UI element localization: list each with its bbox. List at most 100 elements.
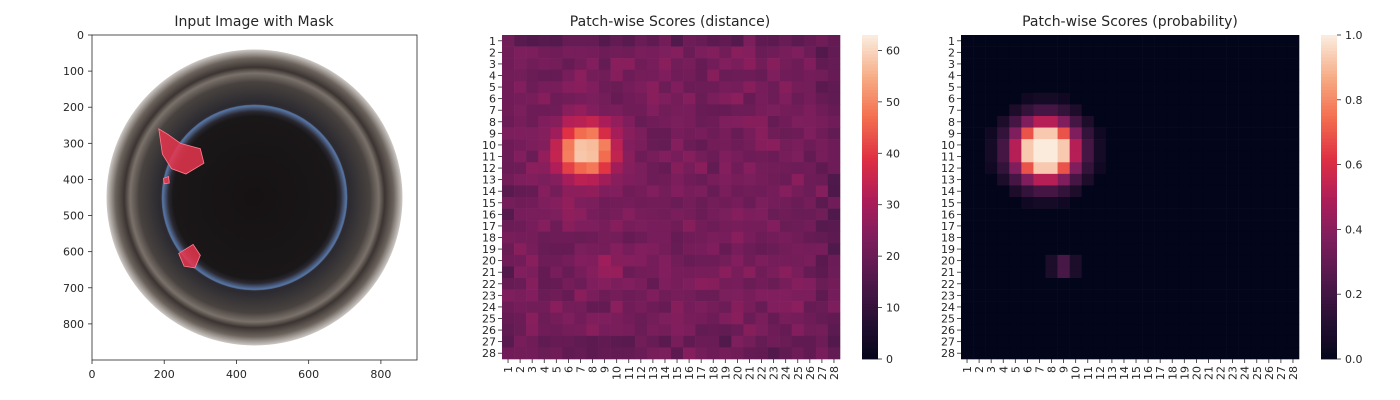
heatmap-cell <box>997 47 1009 59</box>
heatmap-cell <box>1082 290 1094 302</box>
heatmap-cell <box>997 324 1009 336</box>
heatmap-cell <box>1202 255 1214 267</box>
heatmap-cell <box>731 93 743 105</box>
heatmap-cell <box>671 116 683 128</box>
heatmap-cell <box>1082 185 1094 197</box>
heatmap-cell <box>526 35 538 47</box>
heatmap-cell <box>1263 301 1275 313</box>
heatmap-cell <box>1251 93 1263 105</box>
heatmap-cell <box>1118 139 1130 151</box>
heatmap-cell <box>1178 324 1190 336</box>
heatmap-cell <box>1033 290 1045 302</box>
heatmap-cell <box>1009 162 1021 174</box>
heatmap-cell <box>1118 209 1130 221</box>
heatmap-cell <box>1263 128 1275 140</box>
heatmap-cell <box>731 128 743 140</box>
heatmap-cell <box>780 58 792 70</box>
heatmap-cell <box>1275 58 1287 70</box>
heatmap-cell <box>973 58 985 70</box>
col-tick-label: 9 <box>599 366 612 373</box>
heatmap-cell <box>961 347 973 359</box>
heatmap-cell <box>526 313 538 325</box>
heatmap-cell <box>550 58 562 70</box>
colorbar-segment <box>862 35 878 39</box>
heatmap-cell <box>1082 35 1094 47</box>
heatmap-cell <box>526 104 538 116</box>
colorbar-segment <box>862 259 878 263</box>
heatmap-cell <box>756 139 768 151</box>
heatmap-cell <box>1190 197 1202 209</box>
heatmap-cell <box>550 70 562 82</box>
heatmap-cell <box>1251 220 1263 232</box>
heatmap-cell <box>997 232 1009 244</box>
heatmap-cell <box>780 35 792 47</box>
heatmap-cell <box>1033 220 1045 232</box>
heatmap-cell <box>599 47 611 59</box>
heatmap-cell <box>768 139 780 151</box>
heatmap-cell <box>743 232 755 244</box>
heatmap-cell <box>1215 162 1227 174</box>
heatmap-cell <box>1263 174 1275 186</box>
heatmap-cell <box>623 116 635 128</box>
colorbar-segment <box>862 48 878 52</box>
heatmap-cell <box>1118 324 1130 336</box>
heatmap-cell <box>743 139 755 151</box>
heatmap-cell <box>961 255 973 267</box>
heatmap-cell <box>743 290 755 302</box>
colorbar-segment <box>862 187 878 191</box>
y-tick-label: 0 <box>77 29 84 42</box>
heatmap-cell <box>1130 58 1142 70</box>
heatmap-cell <box>1142 347 1154 359</box>
heatmap-cell <box>587 220 599 232</box>
heatmap-cell <box>816 336 828 348</box>
heatmap-cell <box>1202 162 1214 174</box>
colorbar-segment <box>862 87 878 91</box>
heatmap-cell <box>1094 278 1106 290</box>
heatmap-cell <box>1202 313 1214 325</box>
heatmap-cell <box>1202 116 1214 128</box>
heatmap-cell <box>756 255 768 267</box>
heatmap-cell <box>780 301 792 313</box>
heatmap-cell <box>707 290 719 302</box>
heatmap-cell <box>683 232 695 244</box>
colorbar-segment <box>1321 330 1337 334</box>
heatmap-cell <box>1021 197 1033 209</box>
heatmap-cell <box>647 278 659 290</box>
heatmap-cell <box>768 162 780 174</box>
heatmap-cell <box>538 104 550 116</box>
heatmap-cell <box>1142 128 1154 140</box>
heatmap-cell <box>538 232 550 244</box>
heatmap-cell <box>1202 151 1214 163</box>
heatmap-cell <box>599 197 611 209</box>
colorbar-segment <box>862 129 878 133</box>
heatmap-cell <box>973 209 985 221</box>
heatmap-cell <box>538 347 550 359</box>
colorbar-segment <box>862 242 878 246</box>
heatmap-cell <box>562 266 574 278</box>
heatmap-cell <box>1202 266 1214 278</box>
col-tick-label: 13 <box>647 366 660 380</box>
heatmap-cell <box>1275 313 1287 325</box>
heatmap-cell <box>816 81 828 93</box>
heatmap-cell <box>1021 70 1033 82</box>
heatmap-cell <box>1058 232 1070 244</box>
heatmap-cell <box>1082 128 1094 140</box>
heatmap-cell <box>1130 81 1142 93</box>
heatmap-cell <box>1094 47 1106 59</box>
heatmap-cell <box>1009 151 1021 163</box>
heatmap-cell <box>1275 128 1287 140</box>
heatmap-cell <box>1251 81 1263 93</box>
heatmap-cell <box>1287 220 1299 232</box>
heatmap-cell <box>502 255 514 267</box>
heatmap-cell <box>1106 197 1118 209</box>
colorbar-segment <box>862 171 878 175</box>
colorbar-segment <box>1321 165 1337 169</box>
heatmap-cell <box>611 70 623 82</box>
heatmap-cell <box>599 347 611 359</box>
heatmap-cell <box>1106 278 1118 290</box>
heatmap-cell <box>1215 58 1227 70</box>
heatmap-cell <box>599 232 611 244</box>
heatmap-cell <box>1251 243 1263 255</box>
heatmap-cell <box>683 209 695 221</box>
col-tick-label: 24 <box>1239 366 1252 380</box>
